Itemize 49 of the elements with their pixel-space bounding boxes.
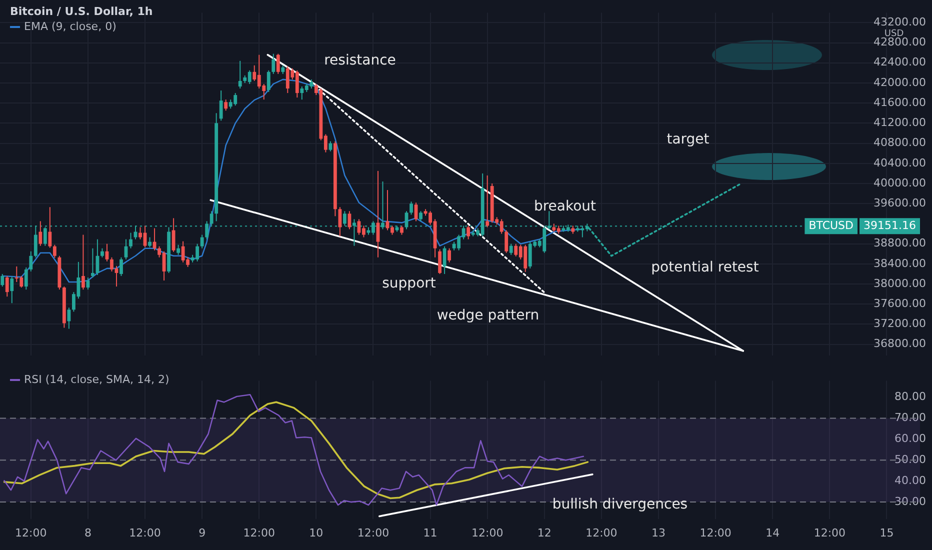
- annotation: wedge pattern: [436, 308, 540, 324]
- y-tick-label: 37200.00: [874, 317, 926, 330]
- y-tick-label: 42000.00: [874, 76, 926, 89]
- x-tick-label: 14: [766, 526, 780, 540]
- y-tick-label: 40800.00: [874, 136, 926, 150]
- x-tick-label: 12: [537, 526, 552, 540]
- y-tick-label: 80.00: [894, 390, 926, 404]
- y-tick-label: 40400.00: [874, 156, 926, 170]
- x-tick-label: 12:00: [471, 526, 504, 540]
- y-tick-label: 40.00: [894, 474, 926, 487]
- annotation: potential retest: [651, 260, 760, 276]
- y-tick-label: 50.00: [894, 453, 926, 466]
- annotation: resistance: [324, 52, 396, 69]
- ref-line-label: BTCUSD: [808, 219, 854, 232]
- x-tick-label: 12:00: [129, 526, 161, 540]
- x-tick-label: 11: [423, 526, 438, 540]
- annotation: 39151.16: [864, 219, 916, 232]
- x-tick-label: 10: [309, 526, 324, 540]
- x-tick-label: 12:00: [15, 526, 47, 540]
- x-tick-label: 15: [880, 526, 894, 540]
- annotation: bullish divergences: [552, 496, 688, 513]
- y-tick-label: 41600.00: [874, 96, 926, 109]
- legend-label: EMA (9, close, 0): [24, 20, 116, 33]
- y-tick-label: 38800.00: [874, 236, 926, 250]
- x-tick-label: 12:00: [357, 526, 390, 540]
- y-tick-label: 39600.00: [874, 196, 926, 210]
- y-tick-label: 41200.00: [874, 116, 926, 130]
- annotation: support: [382, 276, 436, 292]
- x-tick-label: 12:00: [814, 526, 846, 540]
- y-tick-label: 60.00: [894, 432, 926, 446]
- x-tick-label: 13: [652, 526, 666, 540]
- y-tick-label: 43200.00: [874, 16, 926, 29]
- legend-label: RSI (14, close, SMA, 14, 2): [24, 372, 170, 386]
- y-tick-label: 40000.00: [874, 176, 926, 190]
- x-tick-label: 12:00: [586, 526, 618, 540]
- annotation: breakout: [534, 198, 597, 215]
- chart-title: Bitcoin / U.S. Dollar, 1h: [10, 4, 153, 18]
- y-tick-label: 30.00: [894, 494, 926, 508]
- y-tick-label: 42400.00: [874, 56, 926, 69]
- x-tick-label: 9: [198, 526, 206, 540]
- y-tick-label: 38000.00: [874, 276, 926, 290]
- y-tick-label: 36800.00: [874, 337, 926, 350]
- x-tick-label: 12:00: [243, 526, 275, 540]
- annotation: target: [666, 132, 710, 148]
- y-tick-label: 38400.00: [874, 256, 926, 270]
- y-tick-label: 70.00: [894, 411, 926, 424]
- x-tick-label: 8: [84, 526, 92, 540]
- x-tick-label: 12:00: [700, 526, 732, 540]
- y-tick-label: 37600.00: [874, 296, 926, 310]
